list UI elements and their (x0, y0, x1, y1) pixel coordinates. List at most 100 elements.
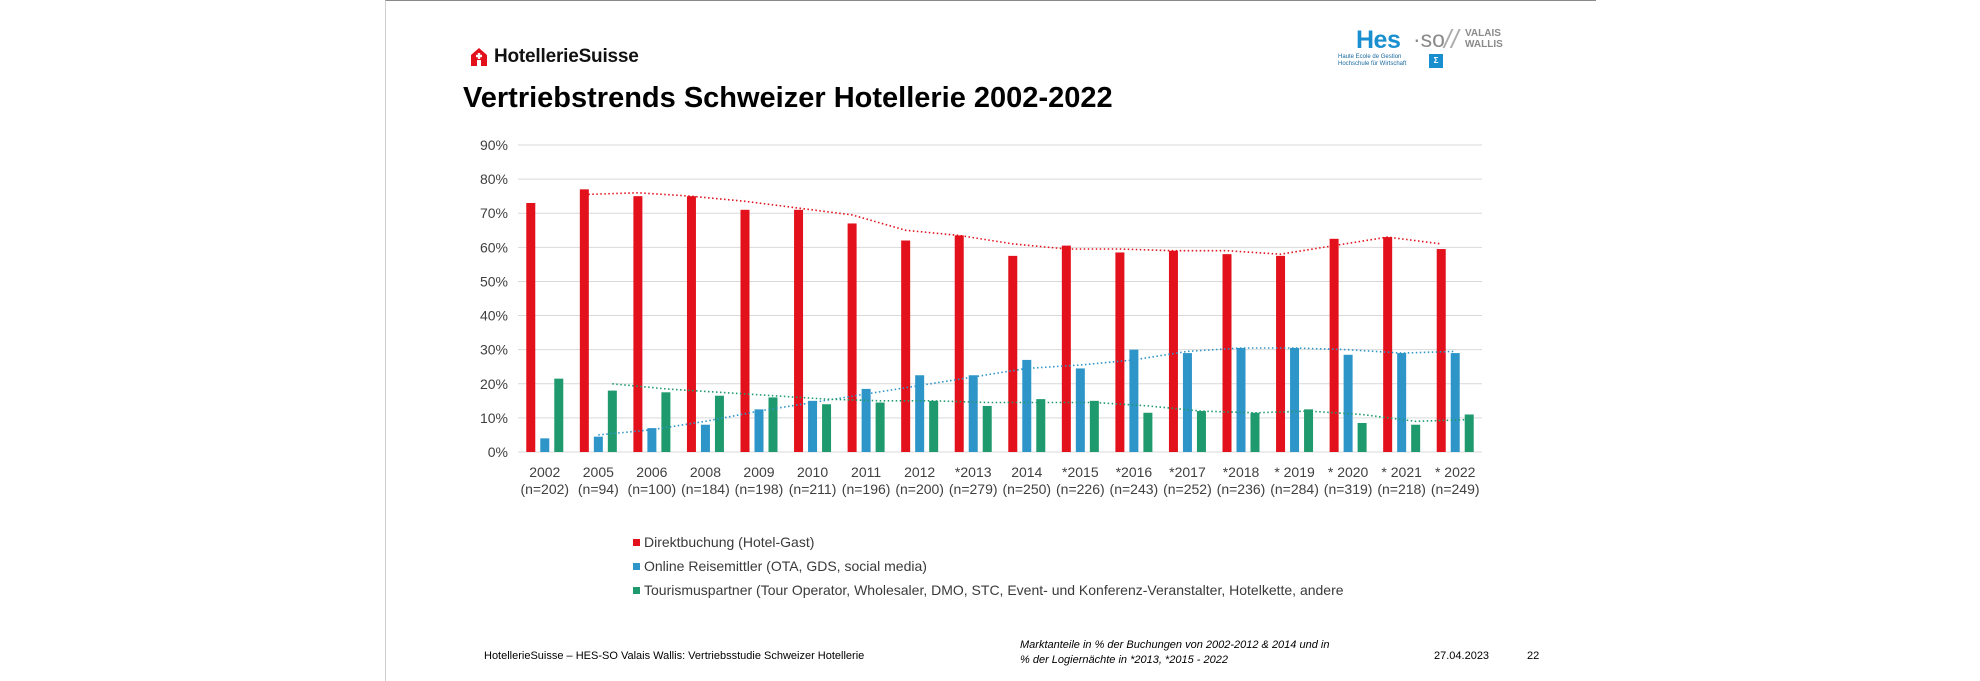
bar-direktbuchung (794, 209, 804, 452)
bar-online-reisemittler (968, 375, 978, 452)
hes-so-wordmark: ·so (1413, 26, 1445, 52)
bar-direktbuchung (1436, 249, 1446, 452)
bar-online-reisemittler (861, 388, 871, 452)
bar-direktbuchung (1008, 255, 1018, 452)
x-tick-label-n: (n=100) (628, 481, 677, 497)
bar-online-reisemittler (1343, 354, 1353, 452)
x-tick-label-n: (n=284) (1270, 481, 1319, 497)
bar-online-reisemittler (808, 400, 818, 452)
bar-direktbuchung (1115, 252, 1125, 452)
x-tick-label-year: 2010 (797, 464, 828, 480)
bar-online-reisemittler (1236, 347, 1246, 452)
x-tick-label-n: (n=243) (1110, 481, 1159, 497)
bar-tourismuspartner (768, 397, 778, 452)
page-number: 22 (1527, 650, 1540, 662)
bar-tourismuspartner (714, 395, 724, 452)
bar-tourismuspartner (1036, 399, 1046, 452)
legend-label: Direktbuchung (Hotel-Gast) (644, 534, 815, 550)
x-tick-label-n: (n=279) (949, 481, 998, 497)
bar-online-reisemittler (647, 428, 657, 452)
legend-item: Direktbuchung (Hotel-Gast) (633, 530, 1344, 554)
bar-online-reisemittler (1022, 359, 1032, 452)
x-tick-label-n: (n=198) (735, 481, 784, 497)
footer-source: HotellerieSuisse – HES-SO Valais Wallis:… (484, 650, 865, 662)
hotelleriesuisse-wordmark: HotellerieSuisse (494, 46, 639, 67)
x-tick-label-year: *2016 (1116, 464, 1153, 480)
bar-tourismuspartner (1089, 400, 1099, 452)
bar-direktbuchung (901, 240, 911, 452)
y-tick-label: 50% (480, 273, 508, 289)
x-tick-label-year: * 2022 (1435, 464, 1476, 480)
y-tick-label: 40% (480, 308, 508, 324)
bar-direktbuchung (847, 223, 857, 452)
bar-direktbuchung (686, 196, 696, 452)
hes-so-logo: Hes ·so // VALAIS WALLIS Haute Ecole de … (1338, 24, 1508, 70)
x-tick-label-year: * 2020 (1328, 464, 1369, 480)
bar-chart: 0% 10% 20% 30% 40% 50% 60% 70% 80% 90% 2002(n=202)… (480, 137, 1482, 497)
bar-direktbuchung (954, 235, 964, 452)
hes-badge-icon: Σ (1429, 54, 1443, 68)
x-tick-label-n: (n=94) (578, 481, 619, 497)
bar-online-reisemittler (1450, 353, 1460, 452)
bar-online-reisemittler (1075, 368, 1085, 452)
x-tick-label-year: 2011 (851, 464, 881, 480)
bar-tourismuspartner (1464, 414, 1474, 452)
bar-online-reisemittler (1182, 353, 1192, 452)
y-tick-label: 60% (480, 239, 508, 255)
legend-swatch (633, 586, 640, 594)
hes-sub-line2: Hochschule für Wirtschaft (1338, 61, 1407, 67)
x-tick-label-year: 2012 (904, 464, 935, 480)
trendline (584, 191, 1442, 256)
x-tick-label-n: (n=236) (1217, 481, 1266, 497)
bar-direktbuchung (1383, 237, 1393, 452)
x-tick-label-year: *2017 (1169, 464, 1206, 480)
bar-tourismuspartner (661, 392, 671, 452)
x-tick-label-year: 2009 (743, 464, 774, 480)
x-tick-label-year: 2008 (690, 464, 721, 480)
y-tick-label: 90% (480, 137, 508, 153)
footer-note-line1: Marktanteile in % der Buchungen von 2002… (1020, 639, 1330, 651)
hes-subtitle: Haute Ecole de Gestion Hochschule für Wi… (1338, 54, 1406, 68)
bar-direktbuchung (526, 202, 536, 452)
chart-legend: Direktbuchung (Hotel-Gast) Online Reisemi… (633, 530, 1344, 602)
legend-item: Tourismuspartner (Tour Operator, Wholesa… (633, 578, 1344, 602)
y-tick-label: 10% (480, 410, 508, 426)
bar-tourismuspartner (554, 378, 564, 452)
bar-tourismuspartner (822, 404, 832, 452)
bar-tourismuspartner (1357, 423, 1367, 452)
x-tick-label-year: *2018 (1223, 464, 1260, 480)
bar-online-reisemittler (754, 409, 764, 452)
y-tick-label: 70% (480, 205, 508, 221)
bar-online-reisemittler (1290, 347, 1300, 452)
x-tick-label-n: (n=211) (789, 481, 837, 497)
bar-tourismuspartner (1250, 412, 1260, 452)
bar-tourismuspartner (1196, 411, 1206, 452)
hes-wordmark: Hes (1356, 26, 1401, 54)
trendline (612, 383, 1470, 423)
bar-direktbuchung (1276, 255, 1286, 452)
bar-online-reisemittler (700, 424, 710, 452)
legend-label: Online Reisemittler (OTA, GDS, social me… (644, 558, 927, 574)
x-tick-label-year: * 2019 (1274, 464, 1315, 480)
x-tick-label-n: (n=196) (842, 481, 891, 497)
x-tick-label-year: 2014 (1011, 464, 1042, 480)
x-tick-label-n: (n=249) (1431, 481, 1480, 497)
y-tick-label: 0% (488, 444, 508, 460)
x-tick-label-n: (n=250) (1002, 481, 1051, 497)
legend-label: Tourismuspartner (Tour Operator, Wholesa… (644, 582, 1344, 598)
legend-item: Online Reisemittler (OTA, GDS, social me… (633, 554, 1344, 578)
legend-swatch (633, 562, 640, 570)
bar-tourismuspartner (1304, 409, 1314, 452)
legend-swatch (633, 538, 640, 546)
bar-tourismuspartner (607, 390, 617, 452)
y-tick-label: 80% (480, 171, 508, 187)
bar-direktbuchung (633, 196, 643, 452)
bar-direktbuchung (579, 189, 589, 452)
slide-title: Vertriebstrends Schweizer Hotellerie 200… (463, 82, 1113, 114)
bar-online-reisemittler (915, 375, 925, 452)
bar-direktbuchung (1168, 250, 1178, 452)
x-tick-label-year: * 2021 (1381, 464, 1422, 480)
footer-note-line2: % der Logiernächte in *2013, *2015 - 202… (1020, 654, 1228, 666)
bar-online-reisemittler (540, 438, 550, 452)
bar-direktbuchung (1222, 254, 1232, 452)
